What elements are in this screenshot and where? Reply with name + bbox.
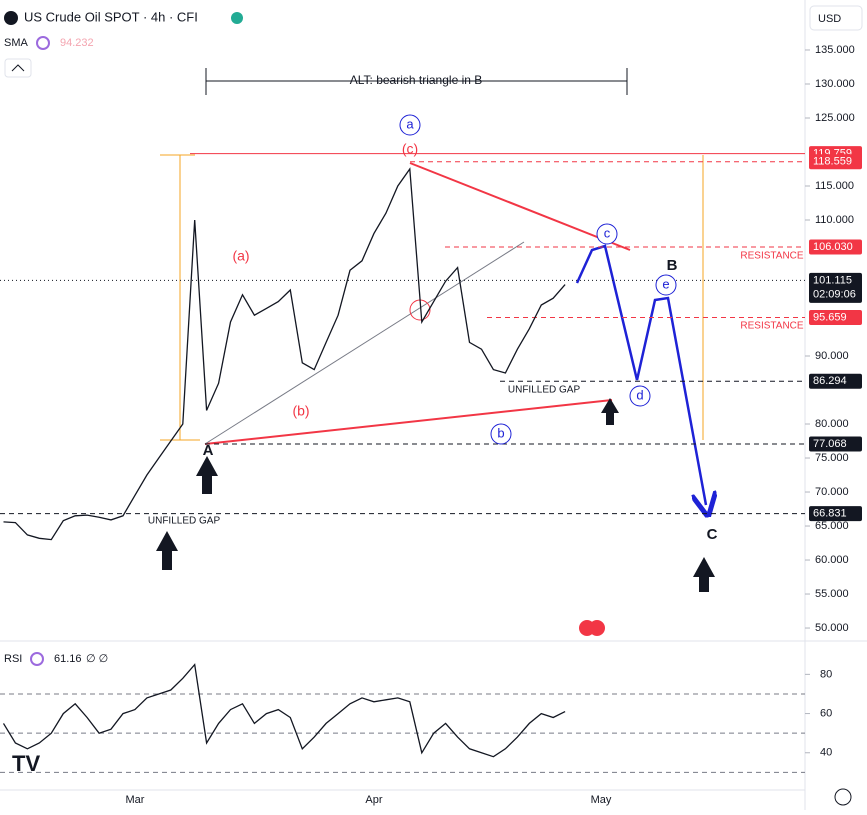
level-label: 77.068 — [813, 438, 847, 450]
status-dot — [231, 12, 243, 24]
symbol-title: US Crude Oil SPOT · 4h · CFI — [24, 9, 198, 24]
level-box — [809, 436, 862, 452]
y-tick-label: 75.000 — [815, 452, 849, 464]
wave-circle — [655, 274, 677, 296]
annotation: e — [662, 276, 669, 291]
annotation: A — [203, 442, 214, 459]
logo: TV — [12, 751, 40, 776]
countdown: 02:09:06 — [813, 288, 856, 300]
level-box — [809, 373, 862, 389]
y-tick-label: 80 — [820, 668, 832, 680]
level-box — [809, 506, 862, 522]
wave-circle — [596, 223, 618, 245]
annotation: (b) — [292, 403, 309, 419]
annotation: ALT: bearish triangle in B — [350, 73, 483, 87]
rsi-value: 61.16 — [54, 653, 82, 665]
y-tick-label: 40 — [820, 747, 832, 759]
drawings: TV — [12, 68, 852, 806]
x-tick-label: Mar — [125, 794, 144, 806]
sma-value: 94.232 — [60, 37, 94, 49]
annotation: d — [636, 387, 643, 402]
arrow — [196, 456, 218, 494]
y-tick-label: 55.000 — [815, 588, 849, 600]
annotation: b — [497, 425, 504, 440]
triangle-line — [204, 399, 613, 445]
x-tick-label: Apr — [365, 794, 382, 806]
wave-circle — [490, 423, 512, 445]
wave-circle — [629, 385, 651, 407]
level-label: 106.030 — [813, 241, 853, 253]
y-tick-label: 110.000 — [815, 214, 854, 226]
y-tick-label: 70.000 — [815, 486, 849, 498]
annotation: RESISTANCE — [740, 321, 803, 332]
rsi-icon — [30, 652, 44, 666]
level-label: 86.294 — [813, 375, 847, 387]
y-tick-label: 115.000 — [815, 180, 854, 192]
y-tick-label: 60 — [820, 707, 832, 719]
annotation: a — [406, 116, 414, 131]
trend-line — [204, 241, 525, 445]
triangle-line — [409, 162, 631, 251]
currency-button[interactable] — [809, 5, 863, 31]
level-label: 66.831 — [813, 507, 847, 519]
price-line — [3, 167, 566, 541]
x-tick-label: May — [591, 794, 612, 806]
y-tick-label: 65.000 — [815, 520, 849, 532]
collapse-icon — [11, 64, 25, 72]
arrow — [693, 557, 715, 592]
level-box — [809, 310, 862, 326]
level-label: 101.115 — [813, 274, 852, 286]
level-box — [809, 154, 862, 170]
annotation: B — [667, 257, 678, 274]
annotation: c — [604, 225, 611, 240]
collapse-button[interactable] — [4, 58, 32, 78]
wave-circle — [399, 114, 421, 136]
sma-icon — [36, 36, 50, 50]
level-label: 118.559 — [813, 156, 852, 168]
y-tick-label: 130.000 — [815, 78, 855, 90]
annotation: (a) — [232, 248, 249, 264]
price-line — [2, 663, 566, 758]
y-tick-label: 135.000 — [815, 44, 855, 56]
level-label: 95.659 — [813, 311, 847, 323]
symbol-icon — [4, 11, 18, 25]
y-tick-label: 80.000 — [815, 418, 849, 430]
label-bg — [502, 383, 586, 397]
event-icon — [589, 620, 605, 636]
arrow — [601, 398, 619, 425]
annotation: (c) — [402, 141, 418, 157]
annotation: C — [707, 526, 718, 543]
annotation: UNFILLED GAP — [508, 385, 581, 396]
rsi-label: RSI — [4, 653, 22, 665]
level-box — [809, 239, 862, 255]
level-box — [809, 272, 862, 303]
sma-label: SMA — [4, 37, 29, 49]
annotation: UNFILLED GAP — [148, 516, 221, 527]
currency: USD — [818, 13, 841, 25]
y-tick-label: 90.000 — [815, 350, 849, 362]
arrow — [156, 531, 178, 570]
y-tick-label: 60.000 — [815, 554, 849, 566]
annotation: RESISTANCE — [740, 251, 803, 262]
y-tick-label: 50.000 — [815, 622, 849, 634]
settings-icon[interactable] — [834, 788, 852, 806]
y-tick-label: 125.000 — [815, 112, 855, 124]
rsi-empty-icon: ∅ ∅ — [86, 653, 108, 665]
projection — [575, 244, 706, 505]
